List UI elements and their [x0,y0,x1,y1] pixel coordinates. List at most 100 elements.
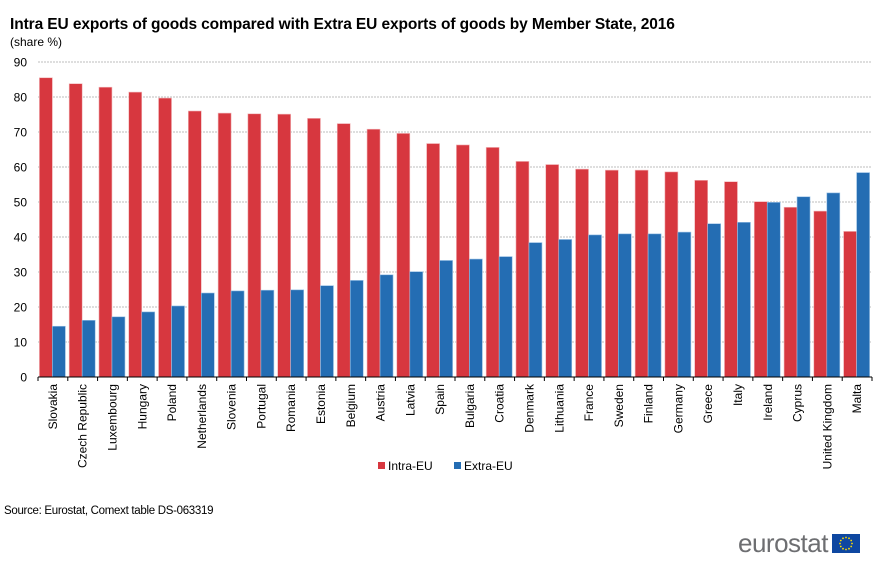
eu-star [845,536,847,538]
bar-extra-eu [737,222,751,378]
x-tick-label: Cyprus [791,384,805,422]
x-tick-label: Luxembourg [105,384,119,451]
bar-extra-eu [796,196,811,378]
y-tick-label: 70 [14,126,28,140]
x-tick-label: Hungary [135,384,149,429]
eu-star [850,539,853,541]
bar-chart: 0 10 20 30 40 50 60 70 80 90 Slovakia Czech Republ… [14,56,873,473]
eu-star [850,545,853,547]
x-tick-label: Malta [850,384,864,414]
legend-swatch [378,462,385,469]
bar-intra-eu [515,161,530,378]
x-tick-label: Estonia [314,384,328,424]
bar-intra-eu [277,113,291,378]
x-tick-label: United Kingdom [820,384,834,469]
eurostat-logo: eurostat [738,530,860,556]
bar-intra-eu [783,206,798,378]
legend-swatch [454,462,461,469]
eu-star [851,542,853,544]
chart-subtitle: (share %) [10,35,63,49]
bar-extra-eu [52,325,66,378]
y-tick-label: 50 [14,196,28,210]
bar-extra-eu [260,289,275,378]
bar-intra-eu [634,169,649,378]
x-tick-label: Finland [642,384,656,423]
bar-extra-eu [379,274,394,378]
y-tick-label: 0 [20,371,27,385]
source-note: Source: Eurostat, Comext table DS-063319 [4,505,214,517]
bar-intra-eu [188,110,202,378]
eu-flag-icon [831,533,860,553]
x-tick-label: Greece [701,384,715,424]
bar-intra-eu [753,201,768,378]
bar-extra-eu [618,233,632,378]
x-tick-label: France [582,384,596,422]
bar-intra-eu [366,128,381,378]
x-tick-label: Austria [374,384,388,422]
bar-intra-eu [128,91,143,378]
bars [39,77,870,378]
x-tick-label: Lithuania [552,384,566,433]
bar-extra-eu [766,202,781,378]
eu-star [848,547,850,550]
bar-intra-eu [545,164,560,378]
bar-extra-eu [320,285,334,378]
x-tick-label: Netherlands [195,384,209,449]
x-axis [37,376,873,381]
x-tick-label: Croatia [493,384,507,423]
y-tick-label: 90 [14,56,28,70]
bar-intra-eu [217,112,232,378]
bar-intra-eu [485,147,500,378]
x-tick-label: Sweden [612,384,626,427]
bar-intra-eu [336,123,351,378]
bar-extra-eu [171,305,185,378]
bar-extra-eu [439,260,453,378]
bar-intra-eu [68,83,83,378]
bar-extra-eu [201,292,215,378]
x-tick-label: Belgium [344,384,358,427]
y-tick-label: 60 [14,161,28,175]
bar-intra-eu [456,144,470,378]
legend-label: Extra-EU [464,459,513,473]
bar-extra-eu [558,239,573,378]
eu-star [842,547,844,550]
x-tick-label: Romania [284,384,298,432]
x-tick-label: Slovakia [46,384,60,430]
bar-intra-eu [813,210,828,378]
bar-intra-eu [98,86,113,378]
bar-extra-eu [111,316,126,378]
bar-intra-eu [307,118,321,378]
bar-extra-eu [290,289,304,378]
x-tick-label: Italy [731,384,745,406]
y-tick-label: 80 [14,91,28,105]
x-tick-label: Poland [165,384,179,421]
x-tick-label: Ireland [761,384,775,421]
bar-intra-eu [158,97,172,378]
bar-intra-eu [39,77,53,378]
x-tick-label: Spain [433,384,447,415]
bar-extra-eu [856,172,870,378]
eu-star [839,539,842,541]
eu-star [848,536,850,539]
y-axis-ticks: 0 10 20 30 40 50 60 70 80 90 [14,56,28,385]
x-tick-label: Czech Republic [76,384,90,468]
bar-extra-eu [409,271,424,378]
y-tick-label: 40 [14,231,28,245]
eu-star [845,548,847,550]
x-tick-label: Bulgaria [463,384,477,428]
bar-extra-eu [707,223,721,378]
bar-extra-eu [528,242,543,378]
bar-extra-eu [588,234,602,378]
bar-intra-eu [694,180,708,378]
bar-intra-eu [575,168,589,378]
x-axis-labels: Slovakia Czech Republic Luxembourg Hungary P… [46,383,864,469]
bar-extra-eu [677,231,692,378]
chart-title: Intra EU exports of goods compared with … [10,16,675,33]
bar-intra-eu [426,143,440,378]
y-tick-label: 20 [14,301,28,315]
bar-intra-eu [605,169,619,378]
eu-star [839,545,842,547]
bar-extra-eu [230,290,245,378]
bar-extra-eu [81,319,96,378]
y-tick-label: 10 [14,336,28,350]
